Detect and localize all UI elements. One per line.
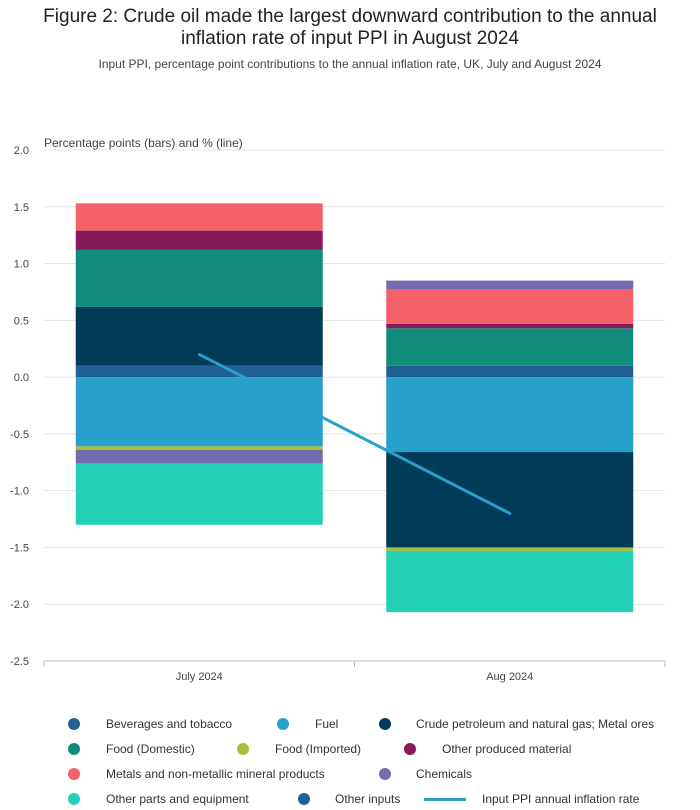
bar-segment — [75, 203, 323, 231]
bar-segment — [386, 550, 634, 613]
bar-segment — [75, 306, 323, 366]
line-series — [197, 352, 512, 515]
y-tick-label: 0.5 — [14, 315, 29, 327]
chart-subtitle: Input PPI, percentage point contribution… — [98, 57, 602, 71]
bar-segment — [75, 365, 323, 378]
axes: 2.0 1.5 1.0 0.5 0.0 -0.5 -1.0 -1.5 -2.0 -2.5 July … — [10, 145, 666, 683]
y-tick-label: 0.0 — [14, 372, 29, 384]
y-tick-label: 1.5 — [14, 202, 29, 214]
bar-segment — [386, 280, 634, 290]
y-tick-label: -0.5 — [10, 429, 29, 441]
chart-title: Figure 2: Crude oil made the largest dow… — [0, 6, 700, 50]
bar-segment — [75, 377, 323, 447]
bar-segment — [75, 230, 323, 250]
bar-segment — [386, 377, 634, 453]
y-axis-title: Percentage points (bars) and % (line) — [44, 136, 243, 150]
bar-segment — [386, 328, 634, 366]
bar-segment — [386, 547, 634, 551]
bar-segment — [75, 463, 323, 525]
y-tick-label: -1.0 — [10, 486, 29, 498]
y-tick-label: -1.5 — [10, 542, 29, 554]
y-tick-label: 1.0 — [14, 259, 29, 271]
bar-segment — [386, 323, 634, 329]
inflation-rate-line — [197, 352, 512, 515]
bars — [75, 203, 634, 613]
x-tick-label: July 2024 — [176, 671, 223, 683]
y-tick-label: -2.0 — [10, 599, 29, 611]
x-tick-label: Aug 2024 — [486, 671, 533, 683]
bar-segment — [75, 249, 323, 307]
bar-segment — [386, 289, 634, 324]
bar-segment — [386, 452, 634, 548]
bar-segment — [75, 446, 323, 450]
y-tick-label: -2.5 — [10, 656, 29, 668]
y-tick-label: 2.0 — [14, 145, 29, 157]
chart-title-line-1: Figure 2: Crude oil made the largest dow… — [43, 6, 657, 27]
bar-segment — [75, 449, 323, 464]
bar-segment — [386, 365, 634, 378]
chart-title-line-2: inflation rate of input PPI in August 20… — [180, 28, 519, 49]
